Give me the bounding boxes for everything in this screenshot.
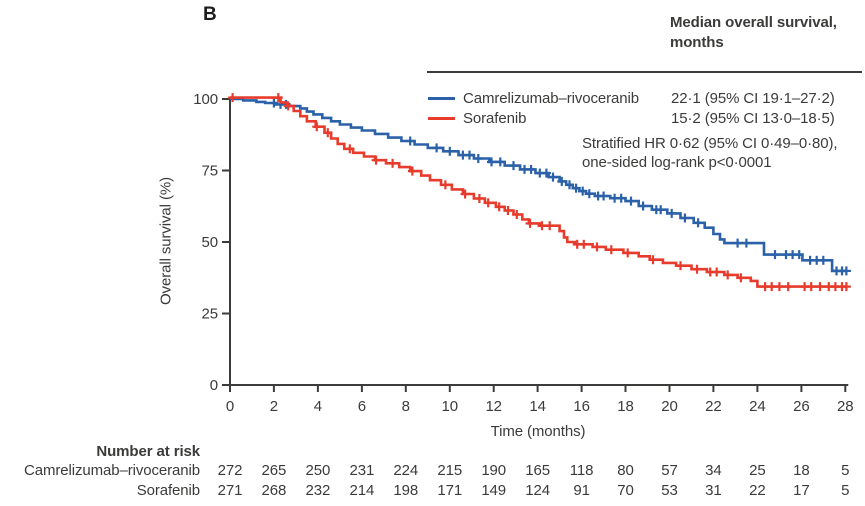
- x-tick-label: 2: [270, 398, 278, 415]
- risk-value: 271: [217, 482, 243, 499]
- x-tick-label: 20: [661, 398, 678, 415]
- legend-label-sorafenib: Sorafenib: [463, 109, 527, 127]
- risk-value: 22: [749, 482, 766, 499]
- hazard-ratio-line: Stratified HR 0·62 (95% CI 0·49–0·80),: [582, 135, 838, 152]
- x-tick-label: 22: [705, 398, 722, 415]
- risk-value: 5: [841, 462, 850, 479]
- legend-median-header-line2: months: [670, 34, 724, 51]
- x-tick-label: 0: [226, 398, 234, 415]
- risk-value: 215: [437, 462, 463, 479]
- x-tick-label: 10: [442, 398, 459, 415]
- risk-value: 165: [525, 462, 550, 479]
- median-value-camrelizumab: 22·1 (95% CI 19·1–27·2): [671, 89, 835, 107]
- x-tick-label: 4: [314, 398, 322, 415]
- x-tick-label: 6: [358, 398, 366, 415]
- risk-value: 272: [217, 462, 243, 479]
- x-tick-label: 14: [529, 398, 546, 415]
- risk-value: 231: [349, 462, 375, 479]
- x-axis-title: Time (months): [490, 423, 586, 440]
- risk-value: 171: [437, 482, 463, 499]
- legend-label-camrelizumab: Camrelizumab–rivoceranib: [463, 89, 640, 107]
- risk-value: 118: [569, 462, 594, 479]
- risk-value: 268: [261, 482, 287, 499]
- y-tick-label: 50: [202, 234, 219, 251]
- risk-value: 53: [661, 482, 678, 499]
- risk-value: 265: [261, 462, 287, 479]
- number-at-risk-header: Number at risk: [96, 443, 200, 460]
- risk-value: 5: [841, 482, 850, 499]
- risk-value: 91: [573, 482, 590, 499]
- risk-row-label-sorafenib: Sorafenib: [136, 482, 200, 499]
- x-tick-label: 16: [573, 398, 590, 415]
- legend-entry-camrelizumab: Camrelizumab–rivoceranib 22·1 (95% CI 19…: [428, 89, 835, 107]
- risk-value: 198: [393, 482, 419, 499]
- camrelizumab-line-swatch: [428, 96, 455, 100]
- risk-value: 31: [705, 482, 722, 499]
- risk-value: 18: [793, 462, 810, 479]
- panel-label: B: [203, 4, 217, 25]
- risk-value: 214: [349, 482, 375, 499]
- log-rank-line: one-sided log-rank p<0·0001: [582, 154, 772, 171]
- x-tick-label: 28: [837, 398, 854, 415]
- legend-divider-line: [427, 71, 862, 73]
- y-tick-label: 0: [210, 377, 218, 394]
- y-tick-label: 25: [202, 306, 219, 323]
- y-tick-label: 75: [202, 163, 219, 180]
- risk-value: 80: [617, 462, 634, 479]
- risk-value: 224: [393, 462, 419, 479]
- risk-value: 250: [305, 462, 331, 479]
- risk-value: 17: [793, 482, 810, 499]
- x-tick-label: 12: [485, 398, 502, 415]
- risk-value: 190: [481, 462, 507, 479]
- risk-value: 57: [661, 462, 678, 479]
- sorafenib-line-swatch: [428, 116, 455, 120]
- risk-value: 70: [617, 482, 634, 499]
- legend-median-header-line1: Median overall survival,: [670, 14, 837, 31]
- risk-value: 34: [705, 462, 722, 479]
- risk-value: 25: [749, 462, 766, 479]
- x-tick-label: 8: [402, 398, 410, 415]
- legend-median-header: Median overall survival, months: [670, 13, 837, 53]
- hazard-ratio-annotation: Stratified HR 0·62 (95% CI 0·49–0·80), o…: [582, 134, 838, 172]
- median-value-sorafenib: 15·2 (95% CI 13·0–18·5): [671, 109, 835, 127]
- x-tick-label: 26: [793, 398, 810, 415]
- km-curve-1: [230, 96, 848, 288]
- risk-value: 124: [525, 482, 550, 499]
- risk-value: 149: [481, 482, 507, 499]
- y-tick-label: 100: [193, 91, 218, 108]
- risk-value: 232: [305, 482, 331, 499]
- km-curve-0: [230, 97, 848, 273]
- risk-row-label-camrelizumab: Camrelizumab–rivoceranib: [23, 462, 200, 479]
- legend-entry-sorafenib: Sorafenib 15·2 (95% CI 13·0–18·5): [428, 109, 835, 127]
- x-tick-label: 24: [749, 398, 766, 415]
- x-tick-label: 18: [617, 398, 634, 415]
